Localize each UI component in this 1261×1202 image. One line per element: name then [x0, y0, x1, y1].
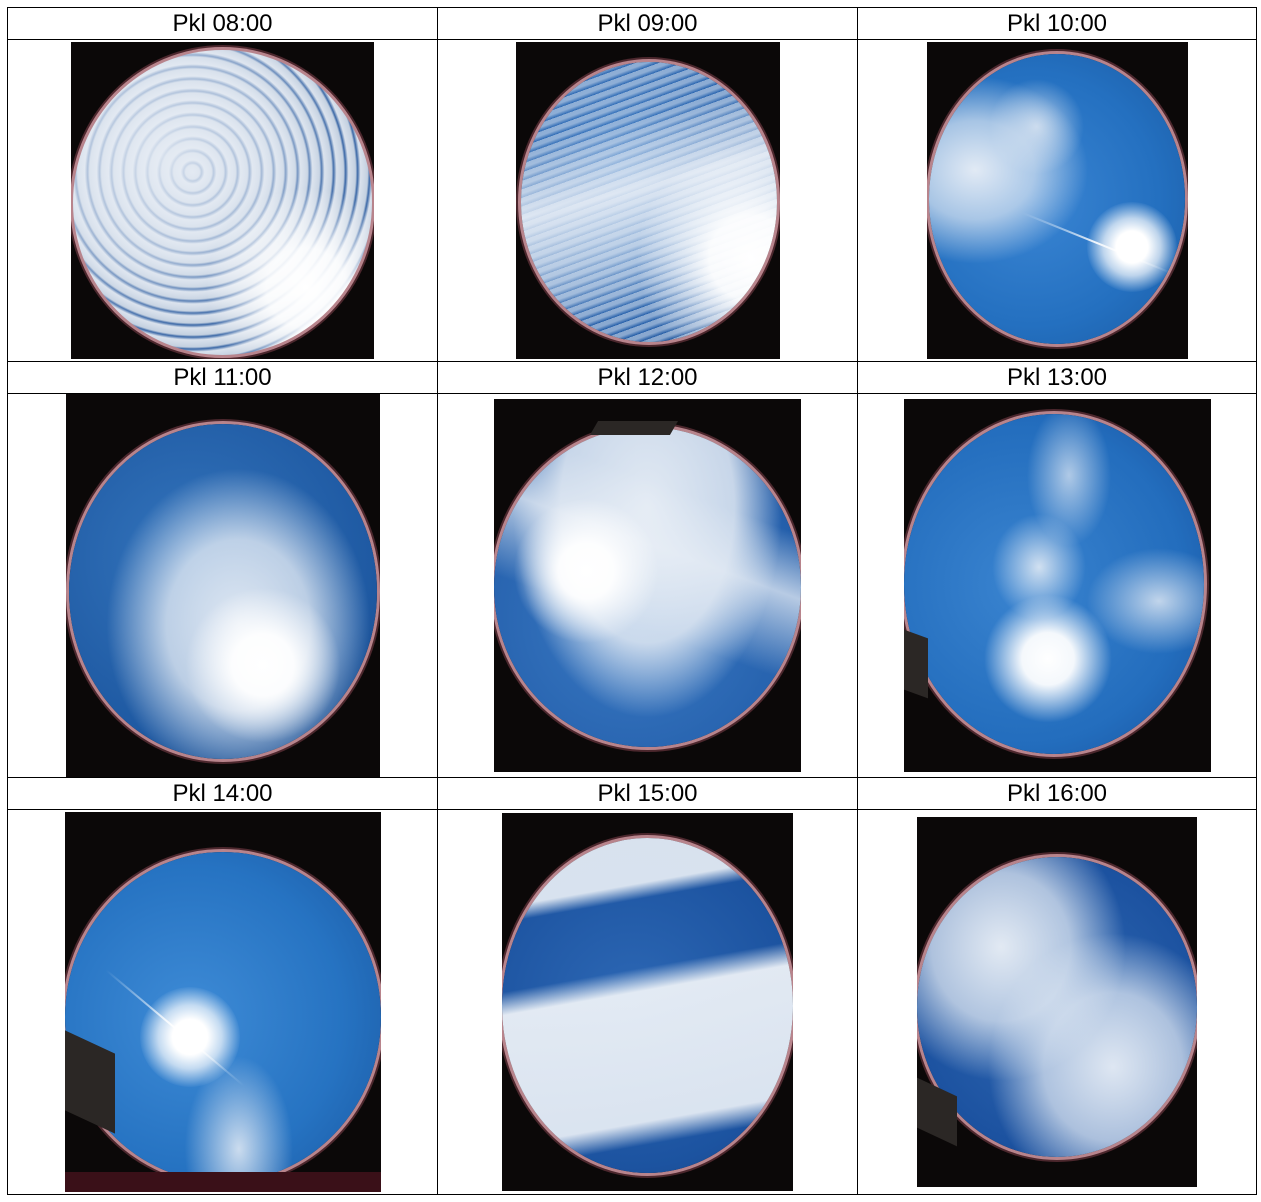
time-label: Pkl 10:00 [857, 7, 1257, 40]
time-label: Pkl 13:00 [857, 361, 1257, 394]
photo-cell [857, 809, 1257, 1195]
sky-photo-1200 [494, 399, 801, 772]
photo-cell [857, 39, 1257, 362]
sky-photo-1600 [917, 817, 1197, 1187]
time-label: Pkl 15:00 [437, 777, 858, 810]
photo-cell [437, 809, 858, 1195]
photo-cell [437, 393, 858, 778]
sky-photo-1100 [65, 394, 380, 777]
sky-photo-1500 [502, 813, 793, 1191]
sky-photo-1000 [926, 42, 1188, 359]
photo-cell [7, 809, 438, 1195]
header-row: Pkl 14:00 Pkl 15:00 Pkl 16:00 [7, 777, 1257, 810]
photo-cell [7, 393, 438, 778]
photo-cell [437, 39, 858, 362]
header-row: Pkl 11:00 Pkl 12:00 Pkl 13:00 [7, 361, 1257, 394]
sky-photo-1300 [903, 399, 1211, 772]
image-row [7, 809, 1257, 1195]
time-label: Pkl 14:00 [7, 777, 438, 810]
photo-cell [7, 39, 438, 362]
header-row: Pkl 08:00 Pkl 09:00 Pkl 10:00 [7, 7, 1257, 40]
time-label: Pkl 12:00 [437, 361, 858, 394]
sky-photo-1400 [64, 812, 381, 1192]
time-label: Pkl 09:00 [437, 7, 858, 40]
time-label: Pkl 08:00 [7, 7, 438, 40]
sky-photo-0900 [515, 42, 780, 359]
photo-cell [857, 393, 1257, 778]
image-row [7, 393, 1257, 778]
sky-photo-0800 [71, 42, 374, 359]
sky-photo-table: Pkl 08:00 Pkl 09:00 Pkl 10:00 Pkl 11:00 … [7, 7, 1257, 1195]
image-row [7, 39, 1257, 362]
time-label: Pkl 16:00 [857, 777, 1257, 810]
time-label: Pkl 11:00 [7, 361, 438, 394]
